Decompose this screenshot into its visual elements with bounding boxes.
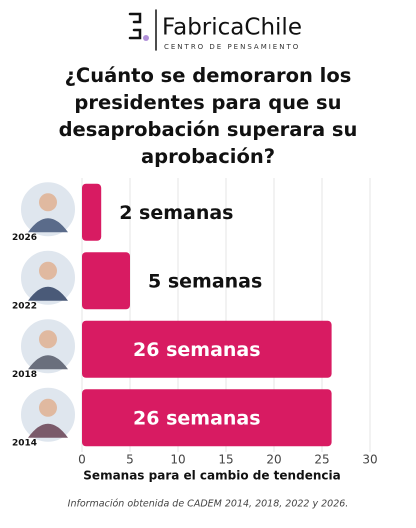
y-tick-label: 2022 [12,301,37,311]
x-tick-label: 25 [314,453,329,467]
portrait-figure [28,355,68,370]
portrait-head [39,193,57,212]
x-tick-label: 30 [362,453,377,467]
data-label: 26 semanas [133,407,261,429]
y-tick-label: 2014 [12,438,37,448]
portrait-figure [28,218,68,233]
x-axis-label: Semanas para el cambio de tendencia [83,469,340,483]
data-label: 2 semanas [119,202,233,224]
portrait-figure [28,286,68,301]
portrait-head [39,330,57,349]
bar [82,320,332,378]
portrait-head [39,398,57,417]
logo-name: FabricaChile [162,15,302,41]
x-tick-label: 10 [170,453,185,467]
x-tick-label: 5 [126,453,134,467]
chart-title: ¿Cuánto se demoraron los presidentes par… [58,64,358,168]
logo-tagline: CENTRO DE PENSAMIENTO [164,43,300,51]
bar [82,183,102,241]
portrait-figure [28,423,68,438]
x-tick-label: 15 [218,453,233,467]
bar [82,252,130,310]
logo-icon [128,9,157,51]
data-label: 5 semanas [148,270,262,292]
y-tick-label: 2018 [12,370,37,380]
data-label: 26 semanas [133,339,261,361]
y-tick-label: 2026 [12,233,37,243]
source-note: Información obtenida de CADEM 2014, 2018… [68,499,349,510]
x-tick-label: 0 [78,453,86,467]
bar [82,389,332,447]
portrait-head [39,261,57,280]
x-tick-label: 20 [266,453,281,467]
